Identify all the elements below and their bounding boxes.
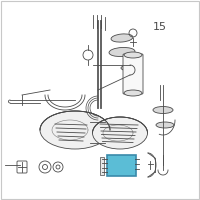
Ellipse shape — [109, 47, 135, 57]
Ellipse shape — [124, 90, 142, 96]
Text: 15: 15 — [153, 22, 167, 32]
Ellipse shape — [121, 65, 139, 71]
Ellipse shape — [111, 34, 133, 42]
Ellipse shape — [92, 117, 148, 149]
Ellipse shape — [124, 52, 142, 58]
Ellipse shape — [153, 106, 173, 114]
Ellipse shape — [156, 122, 174, 128]
FancyBboxPatch shape — [106, 154, 136, 176]
Ellipse shape — [40, 111, 110, 149]
FancyBboxPatch shape — [123, 54, 143, 94]
FancyBboxPatch shape — [100, 157, 104, 175]
